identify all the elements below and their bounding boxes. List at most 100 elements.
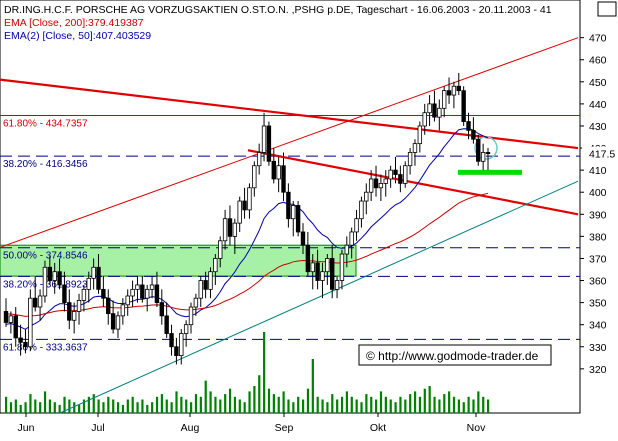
volume-bar xyxy=(433,396,436,413)
candle-body xyxy=(154,284,160,304)
candle-body xyxy=(276,165,281,180)
candle-body xyxy=(295,205,301,233)
volume-bar xyxy=(409,394,412,413)
candle-body xyxy=(91,266,96,279)
candle-body xyxy=(18,337,23,343)
candle-body xyxy=(476,138,481,162)
candle-body xyxy=(96,266,101,290)
candle-body xyxy=(456,85,461,92)
candles-layer xyxy=(3,72,491,365)
candle-body xyxy=(398,174,403,184)
candle-body xyxy=(135,284,140,290)
candle-body xyxy=(140,284,145,299)
candle-body xyxy=(412,143,418,153)
volume-bar xyxy=(199,396,202,413)
volume-bar xyxy=(146,404,149,413)
volume-bar xyxy=(272,394,275,413)
ema50-line xyxy=(5,128,489,330)
y-tick-label: 430 xyxy=(589,121,607,133)
volume-bar xyxy=(97,399,100,413)
volume-bar xyxy=(63,396,66,413)
channel-upper-line xyxy=(0,37,579,248)
candle-body xyxy=(227,218,233,237)
volume-bar xyxy=(131,396,134,413)
volume-bar xyxy=(306,388,310,413)
candle-body xyxy=(174,346,179,356)
volume-bar xyxy=(389,399,392,413)
scroll-button[interactable] xyxy=(597,1,617,17)
volume-bar xyxy=(194,394,198,413)
volume-bar xyxy=(267,388,271,413)
volume-bar xyxy=(9,402,13,413)
volume-bar xyxy=(282,391,285,413)
candle-body xyxy=(144,288,150,299)
volume-bar xyxy=(58,404,61,413)
volume-bar xyxy=(224,394,227,413)
x-tick-label: Nov xyxy=(467,422,486,434)
candle-body xyxy=(62,284,67,304)
volume-bar xyxy=(14,399,17,413)
volume-bar xyxy=(29,394,32,413)
candle-body xyxy=(471,129,476,140)
y-tick-label: 320 xyxy=(589,364,607,376)
volume-bar xyxy=(5,396,8,413)
volume-bar xyxy=(301,399,305,413)
y-tick-label: 360 xyxy=(589,276,607,288)
candle-body xyxy=(466,121,471,131)
volume-bar xyxy=(345,391,349,413)
volume-bar xyxy=(204,380,207,413)
volume-bar xyxy=(136,402,139,413)
volume-bar xyxy=(462,402,465,413)
volume-bar xyxy=(370,396,373,413)
volume-bar xyxy=(233,396,237,413)
volume-bar xyxy=(326,402,329,413)
volume-bar xyxy=(404,399,407,413)
highlight-bar xyxy=(458,169,522,175)
volume-bar xyxy=(457,399,460,413)
volume-bar xyxy=(482,396,485,413)
candle-body xyxy=(330,258,335,290)
last-price-box xyxy=(582,146,616,160)
volume-bar xyxy=(336,399,339,413)
candle-body xyxy=(164,315,169,334)
volume-bar xyxy=(151,402,154,413)
volume-bar xyxy=(292,402,295,413)
candle-body xyxy=(261,125,267,153)
candle-body xyxy=(213,258,218,273)
candle-body xyxy=(13,315,18,339)
y-tick-label: 450 xyxy=(589,77,607,89)
y-tick-label: 330 xyxy=(589,342,607,354)
volume-bar xyxy=(472,399,475,413)
candle-body xyxy=(364,191,369,202)
candle-body xyxy=(378,182,384,189)
candle-body xyxy=(47,266,53,281)
candle-body xyxy=(368,178,374,193)
candle-body xyxy=(344,244,350,255)
candle-body xyxy=(179,333,184,356)
candle-body xyxy=(67,302,72,321)
candle-body xyxy=(3,311,9,323)
volume-bar xyxy=(175,391,178,413)
volume-bar xyxy=(78,404,81,413)
y-tick-label: 460 xyxy=(589,55,607,67)
volume-bar xyxy=(477,391,480,413)
watermark-box xyxy=(358,344,552,366)
volume-bar xyxy=(116,402,120,413)
volume-bar xyxy=(170,402,173,413)
candle-body xyxy=(57,271,62,286)
ema200-legend: EMA [Close, 200]:379.419387 xyxy=(4,17,144,29)
volume-bar xyxy=(160,394,163,413)
candle-body xyxy=(300,231,306,246)
candle-body xyxy=(23,341,28,348)
volume-bar xyxy=(384,396,387,413)
volume-bar xyxy=(107,396,110,413)
ema-layer xyxy=(5,128,489,330)
uptrend-line xyxy=(59,180,579,414)
volume-bar xyxy=(258,375,261,413)
volume-bar xyxy=(253,386,256,413)
candle-body xyxy=(252,165,257,189)
volume-bar xyxy=(487,399,490,413)
candle-body xyxy=(37,295,43,308)
volume-bar xyxy=(311,359,314,413)
